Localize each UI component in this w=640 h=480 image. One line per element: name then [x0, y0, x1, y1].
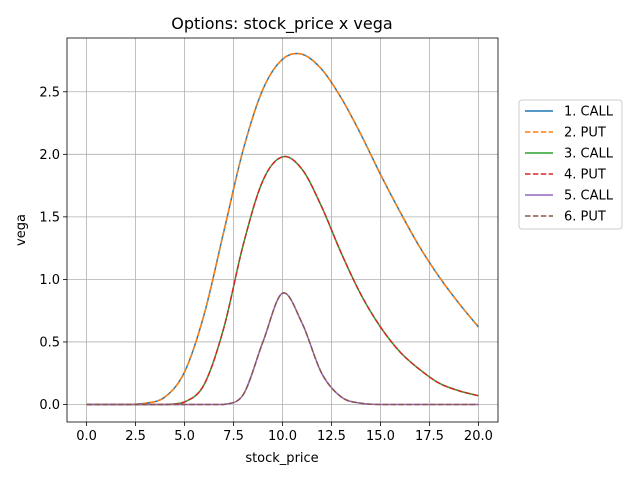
x-axis-label: stock_price — [245, 451, 318, 466]
legend-label-4-put: 4. PUT — [564, 168, 606, 183]
y-tick-label: 2.5 — [39, 85, 60, 100]
series-line-6-put — [86, 292, 479, 406]
x-tick-label: 10.0 — [268, 429, 297, 444]
x-tick-label: 12.5 — [317, 429, 346, 444]
x-tick-label: 17.5 — [415, 429, 444, 444]
legend-label-3-call: 3. CALL — [564, 147, 614, 162]
y-tick-label: 1.5 — [39, 210, 60, 225]
x-tick-label: 0.0 — [76, 429, 97, 444]
series-lines — [86, 52, 479, 406]
y-tick-label: 1.0 — [39, 273, 60, 288]
x-tick-label: 2.5 — [125, 429, 146, 444]
chart-title: Options: stock_price x vega — [171, 14, 392, 34]
legend-label-6-put: 6. PUT — [564, 210, 606, 225]
x-tick-label: 5.0 — [174, 429, 195, 444]
legend-label-2-put: 2. PUT — [564, 126, 606, 141]
legend-label-5-call: 5. CALL — [564, 189, 614, 204]
y-tick-label: 0.0 — [39, 398, 60, 413]
x-tick-label: 20.0 — [464, 429, 493, 444]
y-axis-ticks: 0.0 0.5 1.0 1.5 2.0 2.5 — [39, 85, 67, 413]
y-tick-label: 2.0 — [39, 148, 60, 163]
x-tick-label: 15.0 — [366, 429, 395, 444]
y-axis-label: vega — [14, 214, 29, 246]
x-tick-label: 7.5 — [223, 429, 244, 444]
legend-label-1-call: 1. CALL — [564, 105, 614, 120]
series-line-2-put — [86, 52, 479, 406]
y-tick-label: 0.5 — [39, 335, 60, 350]
x-axis-ticks: 0.0 2.5 5.0 7.5 10.0 12.5 15.0 17.5 20.0 — [76, 422, 493, 444]
legend: 1. CALL 2. PUT 3. CALL 4. PUT 5. CALL 6. PUT — [518, 99, 623, 230]
